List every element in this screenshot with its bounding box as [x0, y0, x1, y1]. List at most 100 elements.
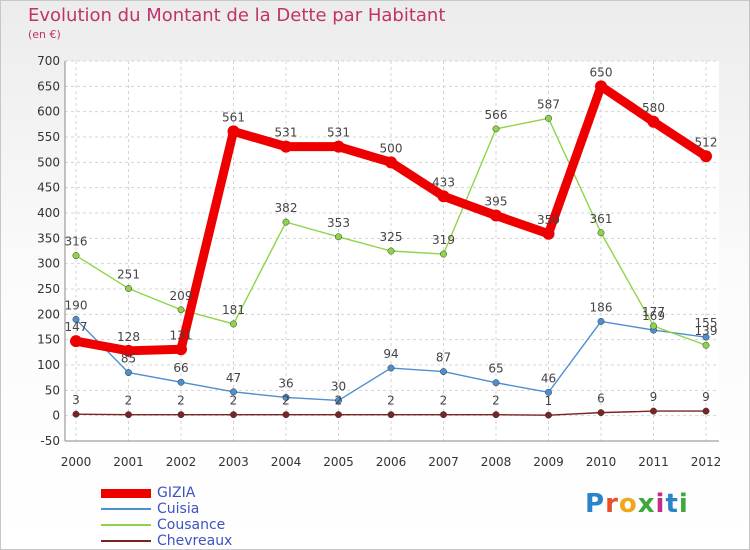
data-label-chevreaux: 2: [282, 394, 290, 408]
legend-label-cousance: Cousance: [157, 517, 226, 533]
logo-letter: i: [678, 489, 689, 519]
data-point-gizia: [70, 335, 82, 348]
data-point-cuisia: [335, 397, 342, 404]
data-label-cousance: 566: [485, 108, 508, 122]
logo-letter: i: [655, 489, 666, 519]
data-point-gizia: [332, 140, 345, 153]
x-tick-label: 2009: [533, 455, 564, 469]
data-point-gizia: [175, 343, 187, 356]
y-tick-label: 650: [37, 79, 60, 93]
data-label-chevreaux: 3: [72, 393, 80, 407]
y-tick-label: 0: [52, 409, 60, 423]
chart-subtitle: (en €): [28, 28, 61, 41]
data-label-gizia: 580: [642, 101, 665, 115]
proxiti-logo: Proxiti: [585, 489, 689, 519]
data-point-cousance: [650, 322, 657, 330]
x-tick-label: 2010: [586, 455, 617, 469]
data-label-chevreaux: 9: [702, 390, 710, 404]
legend-swatch-cousance: [101, 524, 151, 526]
data-point-cuisia: [282, 393, 290, 401]
data-point-chevreaux: [545, 411, 552, 419]
data-point-cuisia: [72, 315, 80, 323]
data-label-cousance: 382: [275, 201, 298, 215]
data-point-gizia: [280, 140, 292, 153]
y-tick-label: 550: [37, 130, 60, 144]
logo-letter: r: [605, 489, 619, 519]
legend-label-chevreaux: Chevreaux: [157, 533, 233, 549]
data-label-cuisia: 94: [383, 347, 398, 361]
data-label-cousance: 361: [590, 212, 613, 226]
data-label-gizia: 531: [327, 126, 350, 140]
data-label-gizia: 433: [432, 175, 455, 189]
data-label-cousance: 325: [380, 230, 403, 244]
data-label-cuisia: 36: [278, 376, 293, 390]
data-point-cousance: [177, 306, 185, 314]
data-label-cuisia: 66: [173, 361, 188, 375]
x-tick-label: 2012: [691, 455, 722, 469]
data-point-cousance: [72, 252, 80, 260]
data-point-gizia: [542, 227, 555, 240]
data-point-chevreaux: [230, 411, 237, 419]
data-label-gizia: 561: [222, 110, 245, 124]
x-tick-label: 2011: [638, 455, 669, 469]
data-label-cousance: 353: [327, 216, 350, 230]
y-tick-label: 200: [37, 307, 60, 321]
data-point-gizia: [700, 150, 712, 163]
data-point-cuisia: [440, 368, 447, 376]
data-label-cuisia: 169: [642, 309, 665, 323]
data-point-chevreaux: [702, 407, 710, 415]
data-label-cuisia: 85: [121, 352, 136, 366]
data-point-gizia: [227, 125, 240, 138]
data-point-cousance: [335, 233, 342, 241]
logo-letter: t: [665, 489, 679, 519]
data-label-chevreaux: 2: [440, 394, 448, 408]
data-point-cousance: [230, 320, 237, 328]
logo-letter: o: [618, 489, 638, 519]
y-tick-label: 350: [37, 231, 60, 245]
data-point-cousance: [492, 125, 500, 133]
data-point-gizia: [385, 156, 397, 169]
data-point-cuisia: [545, 388, 552, 396]
data-label-cousance: 319: [432, 233, 455, 247]
y-tick-label: 250: [37, 282, 60, 296]
legend-item-cousance: Cousance: [101, 517, 232, 533]
y-tick-label: 400: [37, 206, 60, 220]
data-label-chevreaux: 2: [335, 394, 343, 408]
chart-title: Evolution du Montant de la Dette par Hab…: [28, 5, 446, 26]
y-tick-label: 600: [37, 105, 60, 119]
data-label-gizia: 512: [695, 135, 718, 149]
x-tick-label: 2007: [428, 455, 459, 469]
legend-swatch-chevreaux: [101, 540, 151, 542]
x-tick-label: 2001: [113, 455, 144, 469]
data-label-cuisia: 65: [488, 362, 503, 376]
data-label-cuisia: 87: [436, 351, 451, 365]
data-label-cousance: 316: [65, 235, 88, 249]
data-point-cuisia: [177, 378, 185, 386]
data-label-gizia: 147: [65, 320, 88, 334]
data-point-gizia: [437, 190, 450, 203]
x-tick-label: 2002: [166, 455, 197, 469]
y-tick-label: -50: [40, 434, 60, 448]
data-label-chevreaux: 6: [597, 392, 605, 406]
legend-item-gizia: GIZIA: [101, 485, 232, 501]
legend-label-cuisia: Cuisia: [157, 501, 200, 517]
x-tick-label: 2005: [323, 455, 354, 469]
data-point-cuisia: [387, 364, 395, 372]
data-label-gizia: 128: [117, 330, 140, 344]
data-label-chevreaux: 1: [545, 394, 553, 408]
y-tick-label: 300: [37, 257, 60, 271]
data-point-cousance: [387, 247, 395, 255]
data-point-chevreaux: [650, 407, 657, 415]
data-point-chevreaux: [282, 411, 290, 419]
data-label-cuisia: 46: [541, 371, 556, 385]
data-label-gizia: 500: [380, 141, 403, 155]
data-label-chevreaux: 2: [177, 394, 185, 408]
data-point-cousance: [440, 250, 447, 258]
data-point-cousance: [597, 229, 605, 237]
logo-letter: x: [637, 489, 656, 519]
data-point-chevreaux: [597, 409, 605, 417]
data-label-chevreaux: 2: [230, 394, 238, 408]
data-label-gizia: 531: [275, 126, 298, 140]
